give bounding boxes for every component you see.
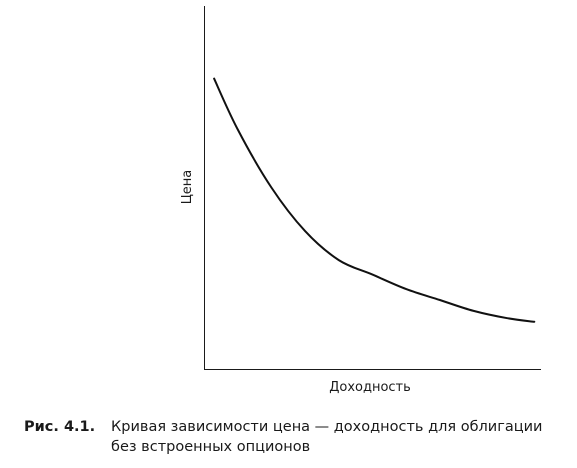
y-axis-label: Цена xyxy=(180,170,195,205)
price-yield-curve xyxy=(213,77,536,323)
figure-caption-text: Кривая зависимости цена — доходность для… xyxy=(111,419,543,455)
figure-number: Рис. 4.1. xyxy=(24,419,96,435)
x-axis-label: Доходность xyxy=(329,380,411,395)
chart: Цена Доходность xyxy=(180,6,541,395)
